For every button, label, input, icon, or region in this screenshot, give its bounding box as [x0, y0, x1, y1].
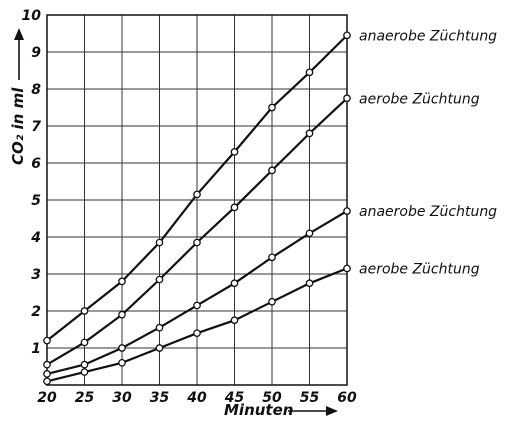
x-axis-label: Minuten [224, 401, 293, 419]
data-point [43, 360, 51, 369]
data-point [230, 203, 239, 212]
data-point [193, 190, 201, 199]
series-label: anaerobe Züchtung [359, 28, 497, 44]
data-point [155, 323, 164, 332]
series-1 [43, 31, 351, 345]
data-point [155, 275, 164, 284]
data-point [268, 297, 276, 306]
data-point [305, 279, 314, 288]
x-axis-arrow-head [326, 406, 338, 416]
data-point [118, 358, 126, 367]
data-point [230, 279, 239, 288]
data-point [268, 103, 276, 112]
y-tick-label: 6 [31, 156, 41, 172]
data-point [118, 344, 126, 352]
x-tick-label: 20 [37, 390, 57, 406]
data-point [268, 166, 276, 175]
data-point [80, 338, 89, 347]
series-label: aerobe Züchtung [359, 261, 480, 277]
x-tick-label: 55 [300, 390, 320, 406]
x-tick-label: 40 [186, 390, 207, 406]
data-point [193, 301, 201, 310]
y-tick-label: 10 [22, 8, 42, 24]
data-point [155, 344, 164, 352]
y-tick-label: 2 [31, 304, 41, 320]
data-point [155, 238, 164, 247]
data-point [80, 368, 89, 376]
data-point [43, 370, 51, 378]
data-point [80, 360, 89, 369]
y-tick-label: 8 [31, 82, 41, 98]
series-label: aerobe Züchtung [359, 91, 480, 107]
y-tick-label: 1 [31, 341, 41, 357]
data-point [305, 68, 314, 77]
y-tick-label: 3 [31, 267, 41, 283]
y-tick-label: 7 [31, 119, 41, 135]
series-3 [43, 207, 351, 378]
x-tick-label: 50 [262, 390, 282, 406]
y-axis-label: CO₂ in ml [9, 87, 27, 165]
data-point [118, 277, 126, 286]
data-point [193, 329, 201, 338]
series-2 [43, 94, 351, 369]
x-tick-label: 25 [75, 390, 95, 406]
series-group [43, 31, 351, 386]
data-point [43, 336, 51, 345]
data-point [343, 94, 351, 103]
series-label: anaerobe Züchtung [359, 204, 497, 220]
data-point [343, 31, 351, 40]
data-point [193, 238, 201, 247]
y-tick-label: 9 [31, 45, 41, 61]
y-tick-label: 4 [30, 230, 41, 246]
y-axis-arrow-head [14, 28, 24, 40]
series-4 [43, 264, 351, 386]
data-point [230, 316, 239, 325]
data-point [343, 207, 351, 215]
data-point [118, 310, 126, 319]
x-tick-label: 35 [150, 390, 170, 406]
x-tick-label: 60 [337, 390, 357, 406]
y-tick-label: 5 [31, 193, 41, 209]
data-point [343, 264, 351, 273]
data-point [268, 253, 276, 262]
x-tick-label: 30 [112, 390, 132, 406]
data-point [230, 148, 239, 156]
data-point [305, 229, 314, 238]
data-point [305, 129, 314, 138]
grid [47, 15, 347, 385]
data-point [43, 377, 51, 386]
x-tick-label: 45 [224, 390, 245, 406]
series-labels: anaerobe Züchtung aerobe Züchtung anaerobe… [359, 28, 497, 277]
data-point [80, 307, 89, 315]
plot-frame [46, 14, 348, 386]
